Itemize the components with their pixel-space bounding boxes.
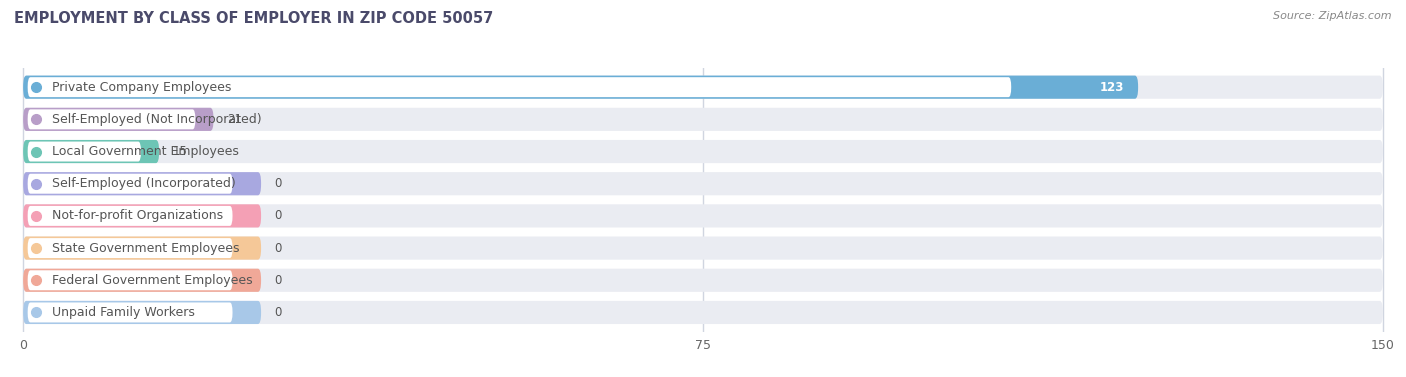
Text: 0: 0: [274, 306, 283, 319]
Text: Local Government Employees: Local Government Employees: [52, 145, 239, 158]
Text: 123: 123: [1099, 81, 1125, 93]
Text: Self-Employed (Incorporated): Self-Employed (Incorporated): [52, 177, 236, 190]
FancyBboxPatch shape: [22, 140, 1384, 163]
Text: 0: 0: [274, 274, 283, 287]
FancyBboxPatch shape: [22, 301, 262, 324]
FancyBboxPatch shape: [22, 108, 214, 131]
FancyBboxPatch shape: [22, 236, 1384, 260]
Text: Source: ZipAtlas.com: Source: ZipAtlas.com: [1274, 11, 1392, 21]
Text: Self-Employed (Not Incorporated): Self-Employed (Not Incorporated): [52, 113, 262, 126]
FancyBboxPatch shape: [22, 269, 262, 292]
FancyBboxPatch shape: [22, 301, 1384, 324]
Text: Private Company Employees: Private Company Employees: [52, 81, 232, 93]
FancyBboxPatch shape: [28, 141, 141, 161]
Text: 15: 15: [173, 145, 187, 158]
FancyBboxPatch shape: [28, 174, 232, 194]
FancyBboxPatch shape: [22, 172, 1384, 195]
Text: 0: 0: [274, 177, 283, 190]
FancyBboxPatch shape: [28, 238, 232, 258]
Text: 0: 0: [274, 242, 283, 254]
Text: State Government Employees: State Government Employees: [52, 242, 239, 254]
FancyBboxPatch shape: [22, 75, 1384, 99]
FancyBboxPatch shape: [28, 109, 195, 129]
FancyBboxPatch shape: [22, 204, 262, 227]
FancyBboxPatch shape: [22, 269, 1384, 292]
Text: EMPLOYMENT BY CLASS OF EMPLOYER IN ZIP CODE 50057: EMPLOYMENT BY CLASS OF EMPLOYER IN ZIP C…: [14, 11, 494, 26]
Text: Federal Government Employees: Federal Government Employees: [52, 274, 253, 287]
FancyBboxPatch shape: [28, 206, 232, 226]
FancyBboxPatch shape: [28, 77, 1011, 97]
FancyBboxPatch shape: [22, 108, 1384, 131]
Text: Not-for-profit Organizations: Not-for-profit Organizations: [52, 209, 224, 222]
Text: Unpaid Family Workers: Unpaid Family Workers: [52, 306, 195, 319]
FancyBboxPatch shape: [22, 75, 1137, 99]
FancyBboxPatch shape: [22, 204, 1384, 227]
FancyBboxPatch shape: [22, 236, 262, 260]
FancyBboxPatch shape: [28, 302, 232, 322]
FancyBboxPatch shape: [28, 270, 232, 290]
Text: 0: 0: [274, 209, 283, 222]
Text: 21: 21: [228, 113, 242, 126]
FancyBboxPatch shape: [22, 140, 159, 163]
FancyBboxPatch shape: [22, 172, 262, 195]
